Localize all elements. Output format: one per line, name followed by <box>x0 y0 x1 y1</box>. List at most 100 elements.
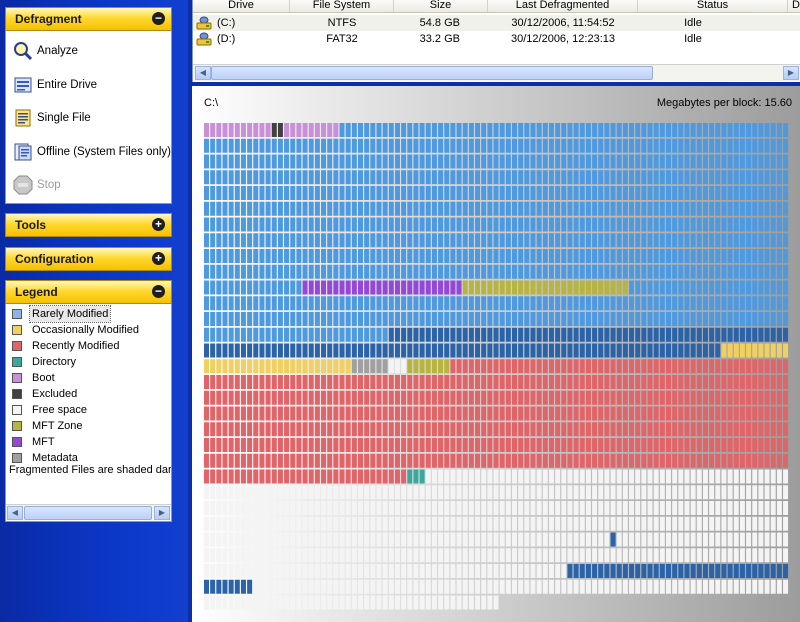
collapse-icon[interactable]: − <box>152 285 165 298</box>
disk-block <box>555 186 561 200</box>
table-row[interactable]: (D:) FAT32 33.2 GB 30/12/2006, 12:23:13 … <box>193 31 800 47</box>
disk-block <box>407 154 413 169</box>
disk-block <box>548 516 554 531</box>
legend-horizontal-scrollbar[interactable]: ◀ ▶ <box>6 504 171 520</box>
expand-icon[interactable]: + <box>152 252 165 265</box>
collapse-icon[interactable]: − <box>152 12 165 25</box>
disk-block <box>499 296 505 311</box>
scroll-right-icon[interactable]: ▶ <box>783 66 799 80</box>
disk-block <box>585 438 591 452</box>
disk-block <box>308 469 314 484</box>
disk-block <box>721 579 727 594</box>
configuration-panel-header[interactable]: Configuration + <box>5 247 172 271</box>
disk-block <box>475 296 481 311</box>
disk-block <box>635 296 641 311</box>
disk-block <box>579 233 585 248</box>
disk-block <box>536 453 542 468</box>
disk-block <box>228 217 234 232</box>
disk-block <box>499 233 505 248</box>
disk-block <box>364 249 370 263</box>
disk-block <box>684 564 690 578</box>
scroll-left-icon[interactable]: ◀ <box>7 506 23 520</box>
disk-block <box>555 343 561 358</box>
disk-block <box>524 453 530 468</box>
disk-block <box>259 123 265 137</box>
disk-block <box>394 264 400 279</box>
disk-block <box>431 595 437 610</box>
disk-block <box>659 422 665 437</box>
disk-block <box>721 138 727 153</box>
disk-block <box>376 123 382 137</box>
table-row[interactable]: (C:) NTFS 54.8 GB 30/12/2006, 11:54:52 I… <box>193 15 800 31</box>
disk-block <box>364 501 370 515</box>
disk-block <box>536 186 542 200</box>
disk-block <box>247 595 253 610</box>
column-status[interactable]: Status <box>638 0 788 12</box>
scroll-thumb[interactable] <box>211 66 653 80</box>
disk-block <box>444 532 450 547</box>
disk-block <box>770 532 776 547</box>
disk-block <box>678 375 684 389</box>
disk-block <box>530 422 536 437</box>
disk-block <box>641 579 647 594</box>
disk-block <box>709 375 715 389</box>
disk-block <box>277 296 283 311</box>
disk-block <box>419 516 425 531</box>
disk-block <box>413 233 419 248</box>
disk-block <box>216 579 222 594</box>
disk-block <box>419 595 425 610</box>
expand-icon[interactable]: + <box>152 218 165 231</box>
disk-block <box>240 438 246 452</box>
disk-block <box>438 217 444 232</box>
disk-block <box>776 390 782 405</box>
disk-block <box>530 170 536 185</box>
disk-block <box>684 249 690 263</box>
disk-block <box>247 516 253 531</box>
disk-block <box>573 438 579 452</box>
disk-block <box>462 296 468 311</box>
column-drive[interactable]: Drive <box>193 0 290 12</box>
disk-block <box>431 343 437 358</box>
disk-block <box>493 280 499 295</box>
tools-panel-header[interactable]: Tools + <box>5 213 172 237</box>
disk-block <box>277 327 283 342</box>
scroll-right-icon[interactable]: ▶ <box>154 506 170 520</box>
legend-panel-header[interactable]: Legend − <box>5 280 172 304</box>
defragment-panel-header[interactable]: Defragment − <box>5 7 172 31</box>
disk-block <box>653 312 659 326</box>
disk-block <box>271 343 277 358</box>
drive-list-horizontal-scrollbar[interactable]: ◀ ▶ <box>193 64 800 81</box>
column-de[interactable]: De <box>788 0 800 12</box>
disk-block <box>382 233 388 248</box>
disk-block <box>629 217 635 232</box>
column-size[interactable]: Size <box>394 0 488 12</box>
disk-block <box>758 548 764 563</box>
disk-block <box>684 201 690 216</box>
disk-block <box>678 186 684 200</box>
disk-block <box>487 453 493 468</box>
disk-block <box>290 548 296 563</box>
disk-block <box>302 249 308 263</box>
scroll-thumb[interactable] <box>24 506 152 520</box>
disk-block <box>727 438 733 452</box>
disk-block <box>727 469 733 484</box>
disk-block <box>351 469 357 484</box>
column-file-system[interactable]: File System <box>290 0 394 12</box>
disk-block <box>573 296 579 311</box>
disk-block <box>265 422 271 437</box>
disk-block <box>727 327 733 342</box>
disk-block <box>585 138 591 153</box>
disk-block <box>764 138 770 153</box>
scroll-left-icon[interactable]: ◀ <box>195 66 211 80</box>
disk-block <box>210 264 216 279</box>
disk-block <box>684 296 690 311</box>
disk-block <box>413 438 419 452</box>
column-last-defragmented[interactable]: Last Defragmented <box>488 0 638 12</box>
disk-block <box>401 359 407 374</box>
disk-block <box>684 422 690 437</box>
disk-block <box>758 249 764 263</box>
disk-block <box>339 186 345 200</box>
disk-block <box>290 233 296 248</box>
disk-block <box>641 217 647 232</box>
disk-block <box>364 138 370 153</box>
